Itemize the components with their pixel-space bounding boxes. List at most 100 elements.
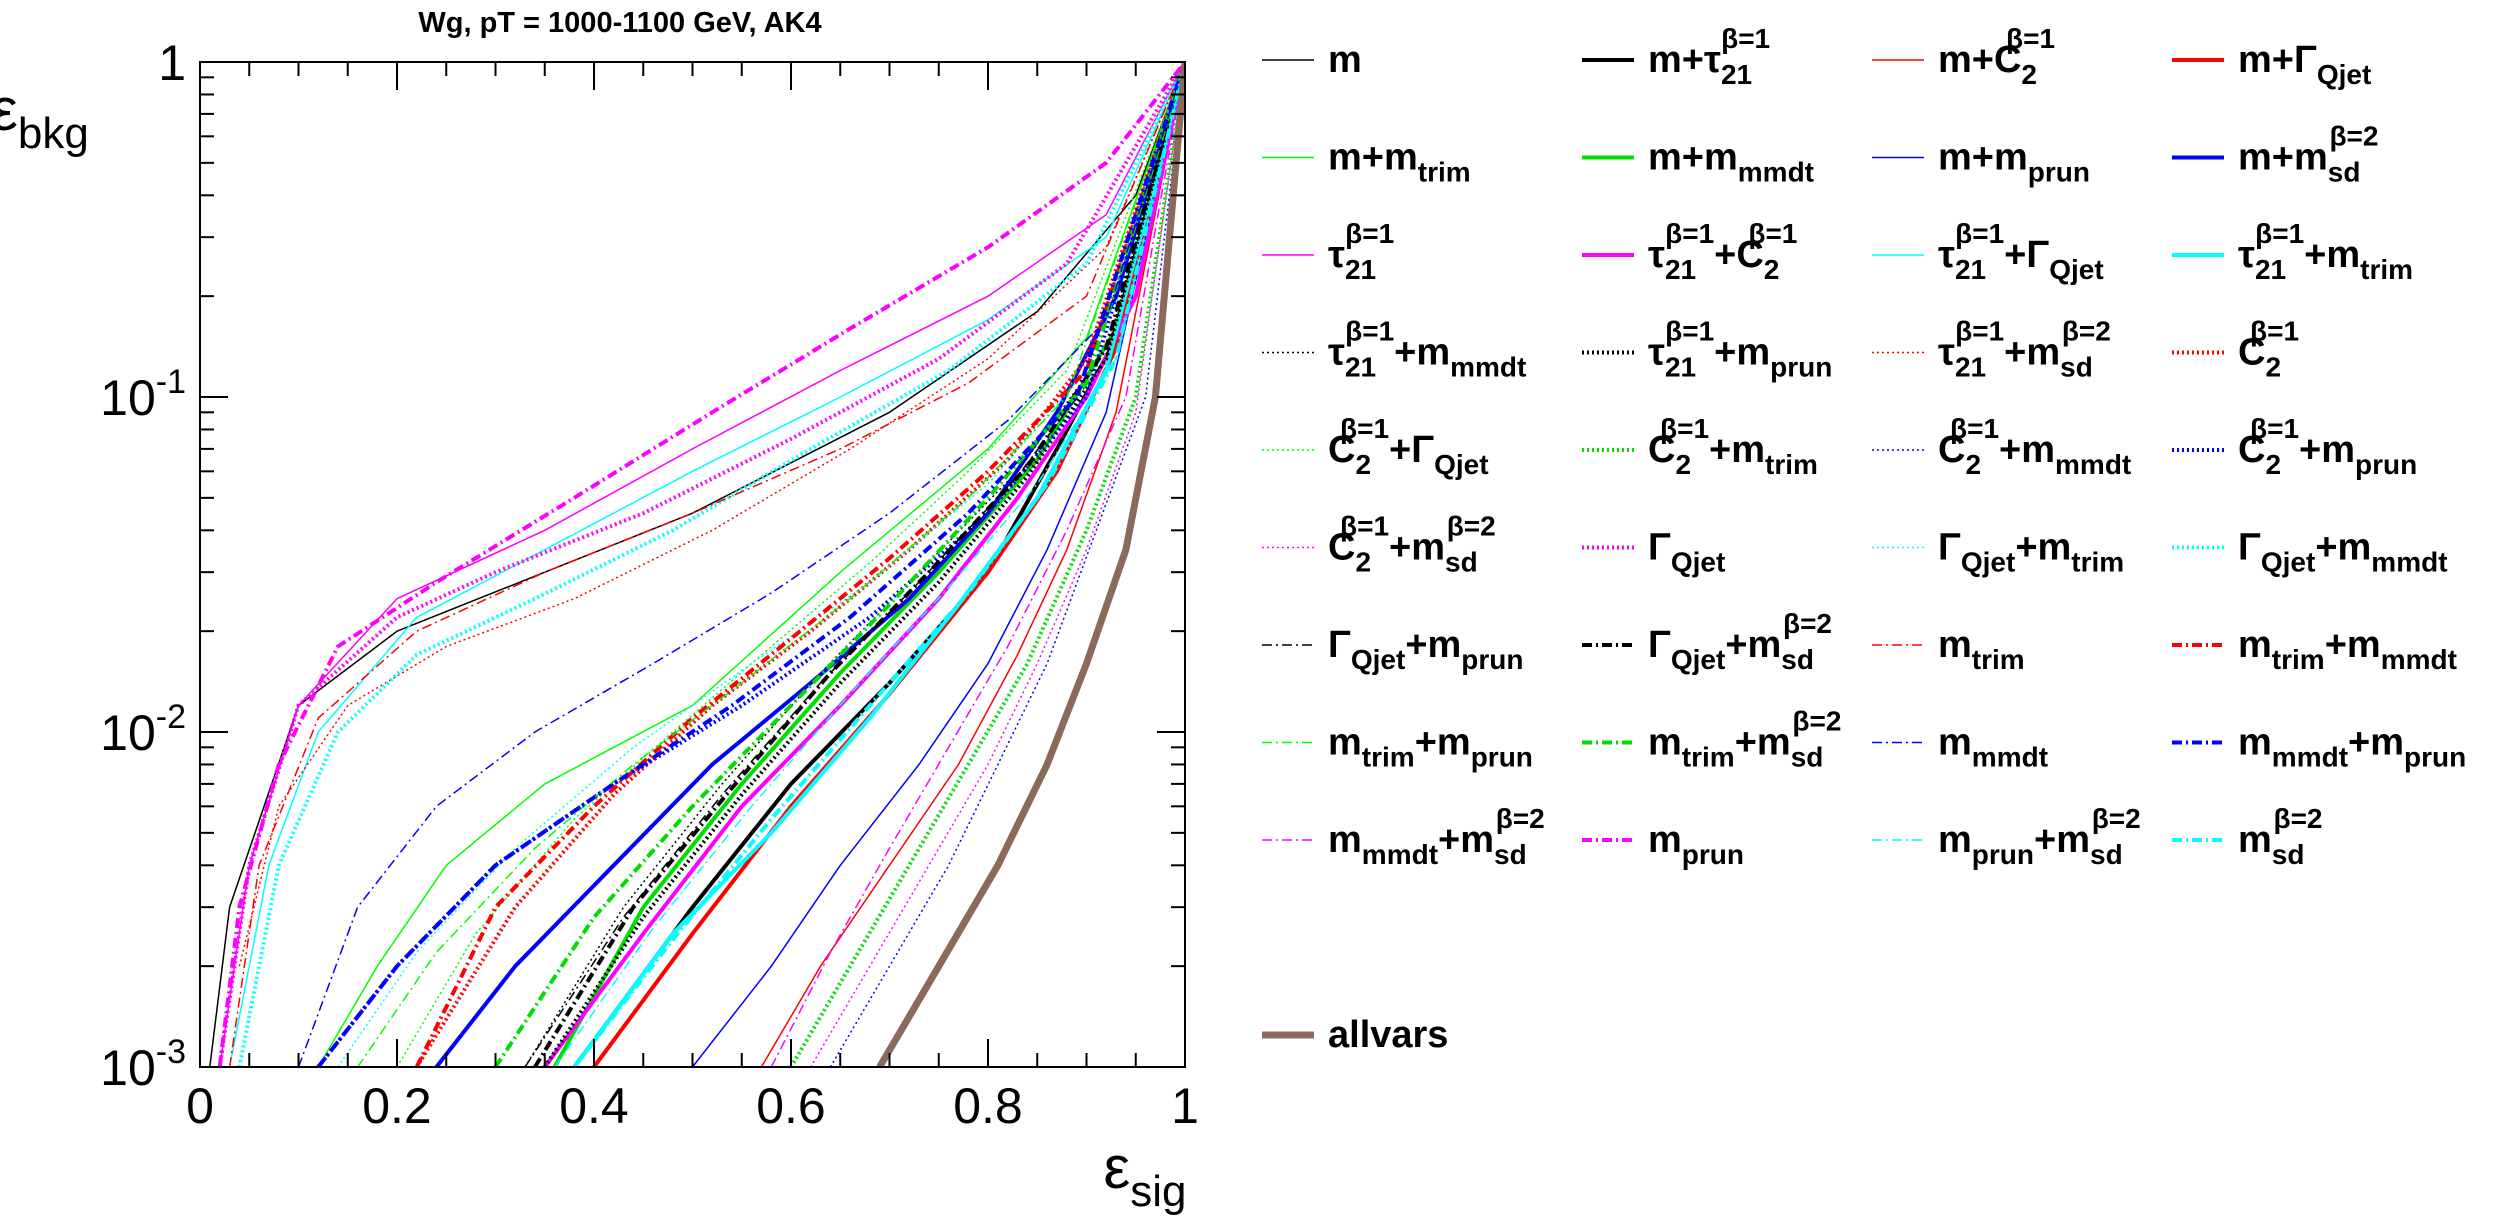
legend-entry-1: m (1262, 39, 1362, 81)
legend-label: m+τ21β=1 (1648, 23, 1770, 90)
series-line-6 (552, 62, 1185, 1067)
legend-label: τ21β=1+msdβ=2 (1938, 316, 2111, 383)
plot-area: 0 0.2 0.4 0.6 0.8 1 10-3 10-2 10-1 1 (100, 35, 1199, 1134)
legend-entry-4: m+ΓQjet (2172, 39, 2371, 90)
series-line-24 (237, 62, 1185, 1067)
legend-entry-35: mprun+msdβ=2 (1872, 803, 2141, 870)
series-line-29 (356, 62, 1185, 1067)
y-tick-label: 10-2 (100, 698, 186, 761)
legend-label: m (1328, 39, 1362, 81)
legend-entry-9: τ21β=1 (1262, 218, 1394, 285)
legend-entry-12: τ21β=1+mtrim (2172, 218, 2413, 285)
legend-entry-27: mtrim (1872, 624, 2025, 675)
legend-label: m+mmmdt (1648, 137, 1814, 188)
legend-entry-16: C2β=1 (2172, 316, 2299, 383)
legend-entry-17: C2β=1+ΓQjet (1262, 413, 1489, 480)
series-line-16 (414, 62, 1185, 1067)
x-tick-label: 0.6 (756, 1078, 826, 1134)
legend-entry-32: mmmdt+mprun (2172, 722, 2466, 773)
y-axis-label: εbkg (0, 76, 89, 158)
series-line-25 (524, 62, 1185, 1067)
x-tick-label: 0 (186, 1078, 214, 1134)
legend-entry-20: C2β=1+mprun (2172, 413, 2417, 480)
series-line-20 (316, 62, 1185, 1067)
legend-label: mmmdt (1938, 722, 2048, 773)
legend-label: C2β=1+mprun (2238, 413, 2417, 480)
legend-label: τ21β=1+mtrim (2238, 218, 2413, 285)
legend-label: m+ΓQjet (2238, 39, 2371, 90)
series-line-15 (238, 62, 1185, 967)
legend-label: msdβ=2 (2238, 803, 2323, 870)
legend-label: τ21β=1+C2β=1 (1648, 218, 1797, 285)
legend-label: ΓQjet+mprun (1328, 624, 1524, 675)
legend-entry-25: ΓQjet+mprun (1262, 624, 1524, 675)
legend-entry-13: τ21β=1+mmmdt (1262, 316, 1526, 383)
legend-entry-8: m+msdβ=2 (2172, 121, 2378, 188)
legend-entry-3: m+C2β=1 (1872, 23, 2055, 90)
legend-entry-28: mtrim+mmmdt (2172, 624, 2457, 675)
legend-entry-24: ΓQjet+mmmdt (2172, 527, 2448, 578)
legend-label: C2β=1+mmmdt (1938, 413, 2131, 480)
legend-entry-19: C2β=1+mmmdt (1872, 413, 2131, 480)
legend-label: τ21β=1+mprun (1648, 316, 1832, 383)
legend-entry-31: mmmdt (1872, 722, 2048, 773)
legend-entry-15: τ21β=1+msdβ=2 (1872, 316, 2111, 383)
series-line-19 (829, 62, 1185, 1067)
series-line-18 (789, 62, 1185, 1067)
legend-entry-10: τ21β=1+C2β=1 (1582, 218, 1797, 285)
y-tick-label: 10-1 (100, 363, 186, 426)
legend-entry-14: τ21β=1+mprun (1582, 316, 1832, 383)
legend-label: τ21β=1+ΓQjet (1938, 218, 2104, 285)
legend-entry-22: ΓQjet (1582, 527, 1725, 578)
series-line-34 (217, 62, 1185, 1067)
legend-label: C2β=1+msdβ=2 (1328, 511, 1496, 578)
legend-entry-7: m+mprun (1872, 137, 2090, 188)
x-tick-label: 0.8 (953, 1078, 1023, 1134)
legend-label: mprun (1648, 819, 1744, 870)
legend-label: τ21β=1 (1328, 218, 1394, 285)
legend-label: ΓQjet+mtrim (1938, 527, 2124, 578)
legend-entry-5: m+mtrim (1262, 137, 1471, 188)
legend-label: mprun+msdβ=2 (1938, 803, 2141, 870)
series-line-8 (434, 62, 1185, 1067)
legend-label: mtrim+msdβ=2 (1648, 706, 1841, 773)
x-tick-label: 0.2 (362, 1078, 432, 1134)
series-line-27 (228, 62, 1185, 1067)
series-line-32 (316, 62, 1185, 1067)
legend-label: ΓQjet (1648, 527, 1725, 578)
x-axis-label: εsig (1104, 1134, 1187, 1216)
y-tick-label: 10-3 (100, 1033, 186, 1096)
legend-label: mmmdt+msdβ=2 (1328, 803, 1545, 870)
legend-label: ΓQjet+mmmdt (2238, 527, 2448, 578)
legend-entry-33: mmmdt+msdβ=2 (1262, 803, 1545, 870)
x-tick-label: 1 (1171, 1078, 1199, 1134)
legend-label: m+msdβ=2 (2238, 121, 2378, 188)
legend-entry-18: C2β=1+mtrim (1582, 413, 1818, 480)
legend-label: C2β=1 (2238, 316, 2299, 383)
legend-label: m+mtrim (1328, 137, 1471, 188)
legend-entry-34: mprun (1582, 819, 1744, 870)
series-line-3 (760, 62, 1185, 1067)
legend-entry-36: msdβ=2 (2172, 803, 2323, 870)
legend-label: C2β=1+mtrim (1648, 413, 1818, 480)
x-tick-label: 0.4 (559, 1078, 629, 1134)
series-line-30 (493, 62, 1185, 1067)
legend-label: mtrim+mprun (1328, 722, 1533, 773)
legend-entry-6: m+mmmdt (1582, 137, 1814, 188)
series-line-12 (572, 62, 1185, 1067)
series-line-11 (228, 62, 1185, 1067)
series-line-33 (770, 62, 1185, 1067)
legend-label: allvars (1328, 1014, 1448, 1056)
legend-entry-37: allvars (1262, 1014, 1448, 1056)
legend-label: mtrim+mmmdt (2238, 624, 2457, 675)
legend-entry-26: ΓQjet+msdβ=2 (1582, 608, 1832, 675)
series-line-5 (317, 62, 1185, 1067)
legend-label: m+mprun (1938, 137, 2090, 188)
legend-entry-29: mtrim+mprun (1262, 722, 1533, 773)
legend-entry-23: ΓQjet+mtrim (1872, 527, 2124, 578)
legend-entry-2: m+τ21β=1 (1582, 23, 1770, 90)
legend-label: C2β=1+ΓQjet (1328, 413, 1489, 480)
series-line-2 (572, 62, 1185, 1067)
series-line-37 (876, 62, 1185, 1067)
